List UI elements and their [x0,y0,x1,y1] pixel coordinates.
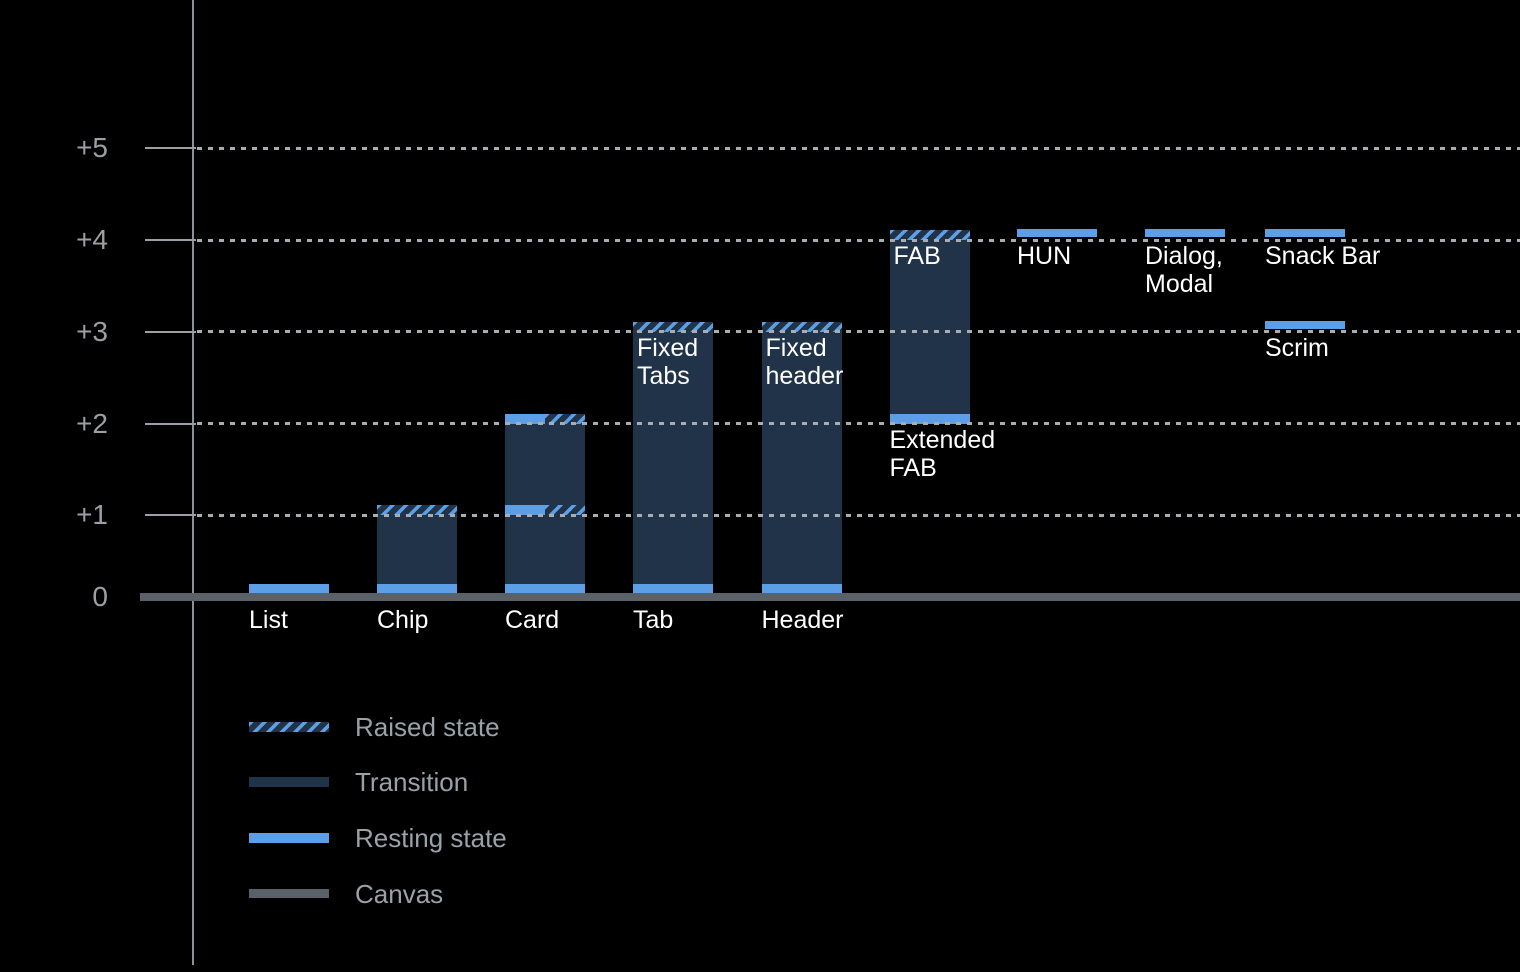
y-tick-4 [145,239,196,241]
bar-header-transition-band [761,331,842,593]
bar-extended-fab-resting-band [889,413,970,424]
y-tick-label-4: +4 [76,224,108,255]
bar-snack-bar-resting-band [1265,229,1345,237]
bar-tab-inner-label: Fixed Tabs [637,333,699,390]
legend-label-resting-state: Resting state [355,823,507,853]
legend-swatch-transition [249,777,329,787]
bar-card-resting-band-2 [505,413,545,424]
bar-list-resting-band [249,584,329,593]
legend-swatch-raised-state [249,722,329,732]
legend-label-canvas: Canvas [355,879,444,909]
bar-extended-fab-raised-band [889,230,970,240]
gridline-2 [197,422,1520,425]
bar-tab-resting-band [633,584,713,593]
bar-snack-bar-label: Snack Bar [1265,242,1381,270]
y-tick-label-2: +2 [76,407,108,439]
bar-header-raised-band [761,321,842,332]
y-tick-label-3: +3 [76,315,108,347]
bar-card-resting-band [505,584,585,593]
bar-extended-fab-inner-label: FAB [893,242,941,270]
y-tick-label-0: 0 [92,581,108,612]
canvas-line [140,593,1520,601]
gridline-4 [197,238,1520,242]
y-tick-1 [145,514,196,516]
legend-label-raised-state: Raised state [355,712,500,742]
y-tick-2 [145,422,196,425]
bar-chip-label: Chip [377,606,429,634]
y-tick-label-1: +1 [76,499,108,530]
bar-header-inner-label: Fixed header [765,333,844,390]
bar-extended-fab-label: Extended FAB [889,425,996,482]
bar-chip-resting-band [377,584,457,593]
bar-tab-raised-band [633,321,713,332]
bar-header-label: Header [761,606,844,634]
bar-card-label: Card [505,606,560,634]
bar-chip-transition-band [377,515,457,593]
legend-label-transition: Transition [355,767,469,797]
y-tick-3 [145,330,196,333]
bar-card-raised-band-2 [545,413,585,424]
bar-hun-resting-band [1017,229,1097,237]
gridline-3 [197,330,1520,333]
y-tick-label-5: +5 [76,132,108,163]
bar-dialog-modal-label: Dialog, Modal [1145,242,1223,298]
bar-card-raised-band-1 [545,505,585,515]
legend-swatch-canvas [249,889,329,898]
bar-scrim-label: Scrim [1265,333,1329,362]
y-tick-5 [145,147,196,149]
bar-dialog-modal-resting-band [1145,229,1225,237]
bar-tab-label: Tab [633,606,674,634]
bar-list-label: List [249,606,288,634]
bar-hun-label: HUN [1017,242,1072,270]
y-axis-line [191,0,194,965]
bar-scrim-resting-band [1265,320,1345,329]
bar-card-resting-band-1 [505,505,545,515]
legend-swatch-resting-state [249,833,329,843]
bar-chip-raised-band [377,505,457,515]
gridline-1 [197,513,1520,517]
bar-header-resting-band [761,584,842,593]
bar-tab-transition-band [633,331,713,593]
gridline-5 [197,146,1520,150]
